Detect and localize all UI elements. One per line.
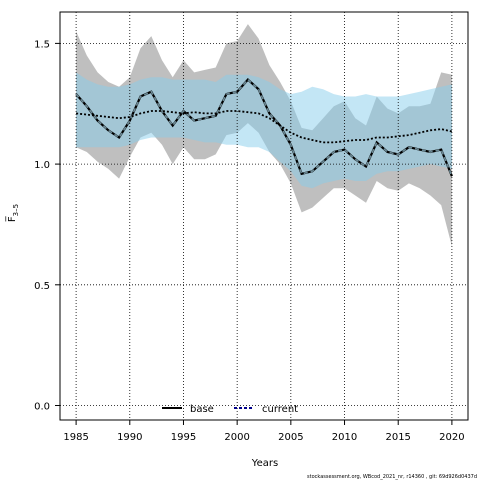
y-axis-label-subscript: 3–5 [12,204,20,216]
line-base [75,78,453,177]
x-tick-label-2020: 2020 [439,432,464,443]
y-tick-label-0.0: 0.0 [34,402,50,413]
y-tick-label-0.5: 0.5 [34,281,50,292]
x-tick-label-2005: 2005 [278,432,303,443]
x-tick-label-1995: 1995 [171,432,196,443]
band-current [76,72,452,189]
x-tick-label-2015: 2015 [385,432,410,443]
x-tick-label-2000: 2000 [224,432,249,443]
y-axis-label-main: F̅ [5,215,18,222]
x-tick-label-2010: 2010 [332,432,357,443]
y-tick-label-1.5: 1.5 [34,39,50,50]
y-tick-label-1.0: 1.0 [34,160,50,171]
legend-label-base: base [190,404,214,415]
x-axis-label: Years [251,458,278,469]
legend: base current [162,404,298,415]
x-tick-label-1985: 1985 [63,432,88,443]
x-tick-label-1990: 1990 [117,432,142,443]
confidence-bands [76,24,452,247]
series-lines [75,78,453,177]
svg-text:F̅3–5: F̅3–5 [5,204,20,222]
axes: 1985 1990 1995 2000 2005 2010 2015 2020 0.0 0.5 1.… [34,11,469,443]
y-axis-label: F̅3–5 [5,204,20,222]
grid-lines [60,12,468,420]
plot-frame [59,11,469,421]
footer-source: stockassessment.org, WBcod_2021_nr, r143… [307,474,477,480]
legend-label-current: current [262,404,298,415]
